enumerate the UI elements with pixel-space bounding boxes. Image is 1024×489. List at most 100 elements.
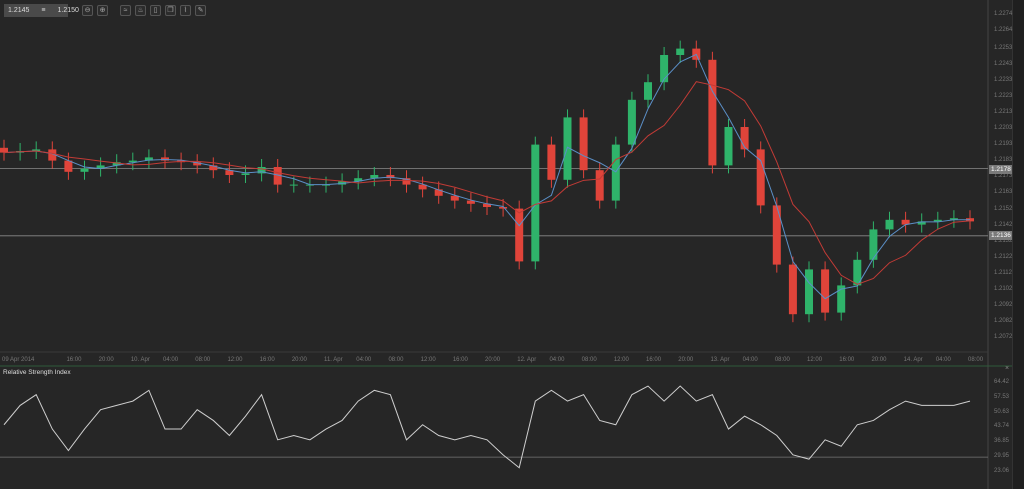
- time-label: 20:00: [678, 357, 694, 363]
- right-scrollbar[interactable]: [1012, 0, 1024, 489]
- current-price-marker: 1.2178: [989, 165, 1012, 174]
- price-tick-label: 1.2274: [994, 11, 1013, 17]
- candle-up: [917, 221, 926, 225]
- candle-down: [901, 219, 910, 225]
- rsi-tick-label: 50.63: [994, 408, 1010, 415]
- candle-down: [821, 269, 830, 313]
- price-tick-label: 1.2243: [994, 60, 1013, 67]
- candle-up: [338, 181, 347, 185]
- moving-average-fast: [3, 53, 970, 300]
- candle-down: [273, 167, 282, 185]
- candle-up: [128, 160, 137, 163]
- candle-down: [595, 170, 604, 201]
- edit-icon[interactable]: ✎: [195, 5, 206, 16]
- rsi-tick-label: 23.06: [994, 467, 1010, 474]
- candle-down: [740, 127, 749, 150]
- candle-up: [80, 168, 89, 172]
- time-label: 20:00: [871, 357, 887, 363]
- rsi-close-icon[interactable]: ×: [1005, 365, 1010, 372]
- time-label: 08:00: [581, 357, 597, 363]
- time-label: 16:00: [839, 357, 855, 363]
- time-label: 12:00: [613, 357, 629, 363]
- price-tick-label: 1.2163: [994, 188, 1013, 195]
- candle-up: [611, 144, 620, 201]
- candle-up: [853, 259, 862, 286]
- candle-down: [48, 149, 57, 161]
- rsi-tick-label: 36.85: [994, 438, 1010, 445]
- candle-down: [225, 170, 234, 175]
- rsi-tick-label: 43.74: [994, 423, 1010, 430]
- level-price-marker: 1.2136: [989, 231, 1012, 240]
- time-label: 04:00: [549, 357, 565, 363]
- candle-up: [241, 173, 250, 175]
- price-tick-label: 1.2223: [994, 92, 1013, 99]
- price-tick-label: 1.2152: [994, 206, 1013, 213]
- candle-up: [885, 219, 894, 230]
- rsi-title: Relative Strength Index: [3, 369, 71, 376]
- drawing-icon[interactable]: ⌇: [180, 5, 191, 16]
- candle-down: [418, 184, 427, 190]
- time-label: 16:00: [66, 357, 82, 363]
- candle-down: [708, 59, 717, 166]
- candle-up: [531, 144, 540, 262]
- zoom-out-icon[interactable]: ⊖: [82, 5, 93, 16]
- candle-down: [756, 149, 765, 206]
- template-icon[interactable]: ▯: [150, 5, 161, 16]
- chart-type-icon[interactable]: ≈: [120, 5, 131, 16]
- copy-icon[interactable]: ❐: [165, 5, 176, 16]
- candle-down: [450, 195, 459, 201]
- time-label: 08:00: [774, 357, 790, 363]
- ask-price: 1.2150: [57, 7, 79, 14]
- time-label: 16:00: [452, 357, 468, 363]
- candle-up: [837, 285, 846, 313]
- candle-down: [515, 208, 524, 262]
- candle-up: [933, 219, 942, 222]
- indicators-icon[interactable]: ♨: [135, 5, 146, 16]
- time-label: 20:00: [291, 357, 307, 363]
- candle-down: [209, 165, 218, 171]
- time-label: 04:00: [163, 357, 179, 363]
- price-tick-label: 1.2173: [994, 172, 1013, 179]
- time-label: 08:00: [968, 357, 984, 363]
- candle-up: [676, 48, 685, 55]
- time-label: 12:00: [420, 357, 436, 363]
- candle-up: [724, 127, 733, 166]
- price-tick-label: 1.2122: [994, 254, 1013, 261]
- candle-up: [949, 218, 958, 220]
- zoom-in-icon[interactable]: ⊕: [97, 5, 108, 16]
- time-label: 12. Apr: [517, 357, 537, 363]
- price-tick-label: 1.2072: [994, 334, 1013, 341]
- price-tick-label: 1.2092: [994, 302, 1013, 309]
- rsi-tick-label: 57.53: [994, 393, 1010, 400]
- candle-down: [466, 200, 475, 204]
- price-tick-label: 1.2233: [994, 76, 1013, 83]
- candle-down: [0, 147, 8, 153]
- price-tick-label: 1.2203: [994, 124, 1013, 131]
- candle-down: [547, 144, 556, 180]
- separator-icon: ≡: [41, 7, 46, 14]
- bid-price: 1.2145: [8, 7, 30, 14]
- bid-ask-box: 1.2145 ≡ 1.2150: [4, 4, 79, 17]
- candle-down: [64, 160, 73, 172]
- candle-down: [772, 205, 781, 265]
- time-label: 04:00: [356, 357, 372, 363]
- candle-up: [144, 157, 153, 161]
- price-tick-label: 1.2183: [994, 156, 1013, 163]
- rsi-tick-label: 29.95: [994, 453, 1010, 460]
- candle-up: [660, 55, 669, 83]
- candle-up: [289, 184, 298, 186]
- rsi-tick-label: 64.42: [994, 379, 1010, 385]
- candle-up: [354, 178, 363, 182]
- candle-up: [805, 269, 813, 315]
- rsi-line: [3, 385, 971, 469]
- candle-down: [579, 117, 588, 171]
- time-label: 12:00: [227, 357, 243, 363]
- candle-up: [869, 229, 878, 260]
- price-tick-label: 1.2112: [994, 270, 1012, 277]
- time-label: 16:00: [259, 357, 275, 363]
- candle-down: [788, 264, 797, 315]
- price-tick-label: 1.2102: [994, 286, 1013, 293]
- candle-up: [32, 149, 41, 151]
- time-label: 08:00: [388, 357, 404, 363]
